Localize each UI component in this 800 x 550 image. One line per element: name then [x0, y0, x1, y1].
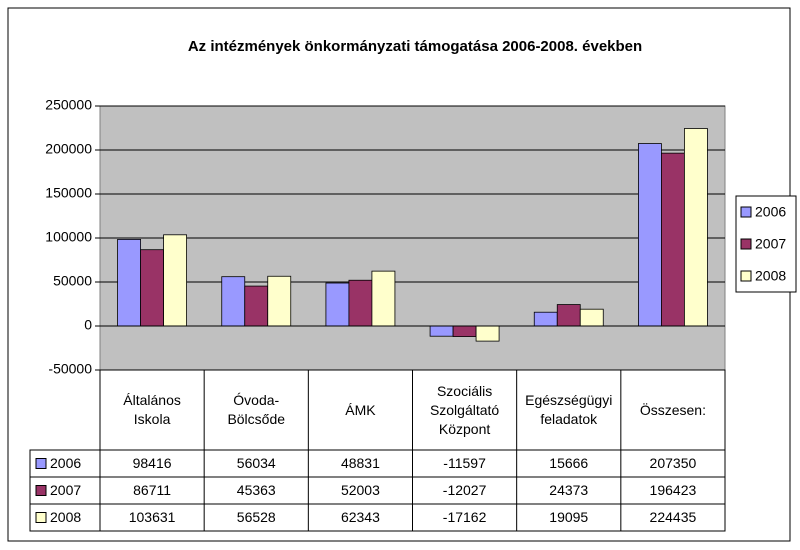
table-cell: 224435: [650, 509, 697, 525]
y-tick-label: 250000: [45, 97, 92, 113]
bar: [556, 304, 581, 327]
bar: [533, 311, 558, 327]
table-legend-label: 2007: [50, 482, 81, 498]
bar: [267, 275, 292, 327]
y-tick-label: 0: [84, 317, 92, 333]
table-cell: 48831: [341, 455, 380, 471]
chart-title: Az intézmények önkormányzati támogatása …: [188, 38, 642, 55]
bar: [429, 325, 454, 337]
y-tick-label: 150000: [45, 185, 92, 201]
bar: [684, 128, 708, 327]
table-legend-label: 2008: [50, 509, 81, 525]
bar: [661, 152, 685, 327]
legend-swatch: [740, 238, 752, 250]
bar: [452, 325, 477, 337]
bar: [117, 238, 141, 327]
table-legend-swatch: [35, 458, 47, 469]
bar: [244, 285, 269, 327]
x-tick-label-box: Óvoda-Bölcsőde: [227, 392, 286, 427]
x-tick-label-box: Egészségügyi feladatok: [525, 392, 613, 427]
bar: [475, 325, 500, 342]
table-cell: -11597: [443, 455, 486, 471]
bar: [371, 270, 396, 327]
bar: [140, 249, 164, 327]
table-legend-swatch: [35, 485, 47, 496]
y-tick-label: 100000: [45, 229, 92, 245]
table-cell: 62343: [341, 509, 380, 525]
x-tick-label-box: Összesen:: [639, 401, 706, 418]
table-cell: 207350: [650, 455, 697, 471]
table-legend-swatch: [35, 512, 47, 523]
bar: [325, 282, 350, 327]
table-legend-label: 2006: [50, 455, 81, 471]
table-cell: 196423: [650, 482, 697, 498]
x-tick-label: Szociális Szolgáltató Központ: [429, 382, 500, 437]
x-tick-label: Összesen:: [639, 401, 706, 418]
bar: [348, 279, 373, 327]
table-cell: -12027: [443, 482, 487, 498]
x-tick-label-box: Szociális Szolgáltató Központ: [429, 382, 500, 437]
y-tick-label: 200000: [45, 141, 92, 157]
legend-label: 2007: [755, 236, 786, 252]
bar: [221, 276, 246, 327]
legend-label: 2008: [755, 268, 786, 284]
table-cell: 56034: [237, 455, 276, 471]
x-tick-label-box: ÁMK: [345, 401, 376, 418]
y-tick-label: -50000: [48, 361, 92, 377]
legend-swatch: [740, 206, 752, 218]
x-tick-label: Óvoda-Bölcsőde: [227, 392, 286, 427]
y-tick-label: 50000: [53, 273, 92, 289]
legend-swatch: [740, 270, 752, 282]
table-cell: 98416: [133, 455, 172, 471]
bar: [579, 308, 604, 327]
legend-label: 2006: [755, 204, 786, 220]
bar: [163, 234, 187, 327]
table-cell: 56528: [237, 509, 276, 525]
x-tick-label: Általános Iskola: [123, 392, 181, 427]
table-cell: 52003: [341, 482, 380, 498]
table-cell: 86711: [133, 482, 171, 498]
table-cell: 103631: [129, 509, 176, 525]
table-cell: 24373: [549, 482, 588, 498]
x-tick-label: ÁMK: [345, 401, 376, 418]
table-cell: 45363: [237, 482, 276, 498]
bar: [638, 143, 662, 327]
x-tick-label: Egészségügyi feladatok: [525, 392, 613, 427]
table-cell: 19095: [549, 509, 588, 525]
x-tick-label-box: Általános Iskola: [123, 392, 181, 427]
table-cell: 15666: [549, 455, 588, 471]
table-cell: -17162: [443, 509, 487, 525]
